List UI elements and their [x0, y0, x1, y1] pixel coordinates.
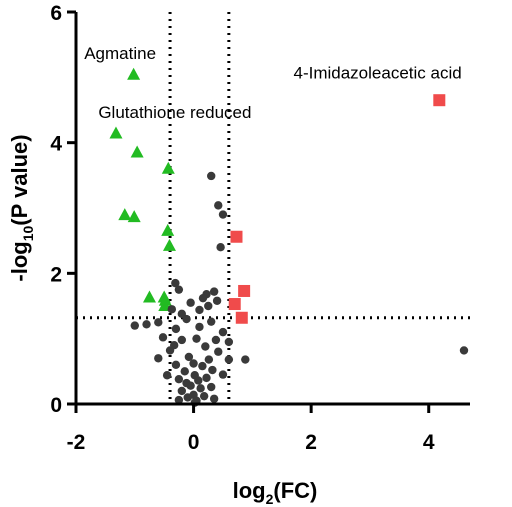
nonsignificant-point [216, 243, 225, 252]
y-ticks: 0 2 4 6 [50, 2, 76, 417]
nonsignificant-point [218, 210, 228, 219]
downregulated-point [142, 290, 156, 303]
x-tick-label: 4 [423, 431, 435, 454]
nonsignificant-point [142, 320, 151, 329]
nonsignificant-point [154, 354, 163, 363]
nonsignificant-point [171, 278, 180, 288]
point-annotation: 4-Imidazoleacetic acid [294, 64, 462, 83]
nonsignificant-point [189, 359, 198, 368]
nonsignificant-point [154, 318, 163, 327]
nonsignificant-point [201, 342, 210, 351]
upregulated-point [228, 298, 241, 311]
nonsignificant-point [182, 314, 191, 324]
nonsignificant-point [174, 395, 184, 405]
nonsignificant-point [204, 301, 213, 311]
nonsignificant-point [211, 335, 221, 345]
upregulated-point [235, 311, 248, 324]
x-axis-title: log2(FC) [233, 478, 318, 507]
point-annotation: Glutathione reduced [98, 103, 251, 122]
x-tick-label: 0 [188, 431, 200, 454]
nonsignificant-point [209, 287, 219, 296]
annotations: Agmatine Glutathione reduced 4-Imidazoleac… [84, 44, 461, 122]
nonsignificant-point [199, 391, 209, 401]
nonsignificant-point [198, 361, 207, 371]
nonsignificant-point [184, 352, 194, 362]
nonsignificant-point [171, 324, 181, 334]
nonsignificant-point [214, 347, 223, 356]
downregulated-point [127, 67, 141, 80]
nonsignificant-point [241, 355, 250, 364]
upregulated-point [238, 284, 251, 297]
threshold-lines [76, 12, 472, 404]
nonsignificant-point [207, 382, 216, 392]
x-ticks: -2 0 2 4 [67, 404, 435, 454]
nonsignificant-point [169, 341, 179, 350]
downregulated-point [162, 238, 176, 251]
nonsignificant-point [190, 371, 199, 380]
y-tick-label: 2 [50, 263, 62, 286]
nonsignificant-point [218, 327, 228, 337]
nonsignificant-point [195, 322, 204, 332]
x-tick-label: 2 [305, 431, 317, 454]
nonsignificant-point [208, 365, 217, 375]
nonsignificant-point [180, 367, 189, 376]
x-tick-label: -2 [67, 431, 86, 454]
y-tick-label: 4 [50, 133, 62, 156]
nonsignificant-point [196, 384, 205, 393]
nonsignificant-point [459, 346, 469, 355]
nonsignificant-point [195, 305, 204, 315]
nonsignificant-point [224, 337, 234, 347]
nonsignificant-point [224, 355, 234, 364]
upregulated-point [230, 230, 243, 243]
downregulated-point [161, 161, 175, 174]
nonsignificant-point [192, 334, 201, 343]
downregulated-point [161, 223, 175, 236]
nonsignificant-point [174, 374, 184, 384]
nonsignificant-point [209, 394, 219, 403]
point-annotation: Agmatine [84, 44, 156, 63]
nonsignificant-point [162, 371, 172, 380]
nonsignificant-point [174, 285, 184, 294]
nonsignificant-point [182, 378, 191, 388]
downregulated-point [158, 293, 172, 306]
nonsignificant-point [177, 386, 187, 396]
y-axis-title: -log10(P value) [7, 134, 36, 281]
nonsignificant-point [214, 201, 223, 210]
nonsignificant-point [212, 296, 222, 305]
nonsignificant-point [204, 355, 214, 364]
nonsignificant-point [218, 370, 228, 379]
nonsignificant-point [177, 335, 187, 345]
nonsignificant-point [171, 360, 181, 369]
nonsignificant-point [198, 293, 208, 303]
nonsignificant-point [167, 305, 177, 314]
downregulated-point [130, 145, 144, 158]
data-points [109, 67, 469, 407]
nonsignificant-point [158, 333, 168, 342]
nonsignificant-point [207, 171, 216, 181]
nonsignificant-point [202, 373, 211, 383]
downregulated-point [118, 208, 132, 221]
upregulated-point [433, 94, 446, 107]
y-tick-label: 6 [50, 2, 62, 25]
nonsignificant-point [130, 321, 139, 330]
nonsignificant-point [207, 317, 216, 326]
axes [74, 12, 470, 406]
nonsignificant-point [186, 298, 195, 307]
nonsignificant-point [183, 393, 192, 402]
y-tick-label: 0 [50, 394, 62, 417]
downregulated-point [109, 126, 123, 139]
downregulated-point [127, 210, 141, 223]
